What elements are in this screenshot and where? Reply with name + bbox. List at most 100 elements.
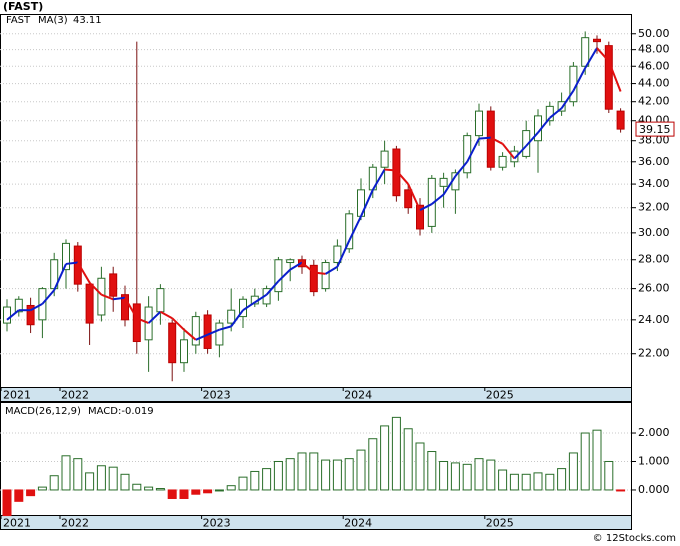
legend-value: MACD:-0.019 xyxy=(88,406,154,417)
y-tick-label: 48.00 xyxy=(638,43,670,56)
x-tick-label: 2024 xyxy=(344,389,372,402)
y-tick-label: 36.00 xyxy=(638,155,670,168)
candle-body xyxy=(73,245,82,285)
macd-bar xyxy=(273,460,283,491)
ma-line xyxy=(41,289,55,305)
candle-body xyxy=(109,273,118,297)
ma-line xyxy=(407,183,421,211)
ma-line xyxy=(242,301,256,312)
legend-ma-value: 43.11 xyxy=(73,15,102,26)
ma-line xyxy=(442,175,457,196)
ma-line xyxy=(454,161,468,177)
ma-line xyxy=(265,280,280,296)
ma-line xyxy=(537,117,551,134)
x-tick-label: 2025 xyxy=(486,389,514,402)
macd-bar xyxy=(545,473,555,491)
macd-bar xyxy=(533,472,543,491)
macd-bar xyxy=(309,452,319,491)
ma-line xyxy=(277,268,291,282)
candle-body xyxy=(227,309,236,324)
y-tick-label: 2.000 xyxy=(638,426,670,439)
x-tick-label: 2024 xyxy=(344,517,372,530)
candle-body xyxy=(416,204,424,230)
macd-bar xyxy=(285,458,295,491)
ma-line xyxy=(549,107,563,119)
candle-body xyxy=(498,155,507,168)
macd-bar xyxy=(439,460,449,491)
x-axis-band xyxy=(0,387,632,402)
macd-bar xyxy=(391,416,401,491)
ma-line xyxy=(30,303,43,312)
candle-body xyxy=(309,264,318,293)
macd-bar xyxy=(250,470,260,491)
macd-bar xyxy=(132,483,142,491)
ma-line xyxy=(395,169,409,185)
ma-line xyxy=(159,310,173,320)
macd-bar xyxy=(155,488,165,491)
candle-body xyxy=(475,110,483,137)
candle-body xyxy=(392,148,401,197)
macd-bar xyxy=(297,452,307,491)
macd-bar xyxy=(356,449,366,491)
ma-line xyxy=(584,47,598,69)
candle-body xyxy=(132,303,141,343)
candle-body xyxy=(616,110,625,130)
y-tick-label: 1.000 xyxy=(638,454,670,467)
y-tick-label: 42.00 xyxy=(638,95,670,108)
ma-line xyxy=(431,193,445,205)
x-tick-label: 2025 xyxy=(486,517,514,530)
y-tick-label: 50.00 xyxy=(638,27,670,40)
macd-bar xyxy=(262,468,272,491)
candle-body xyxy=(463,135,472,174)
legend-name: MACD(26,12,9) xyxy=(5,406,81,417)
candle-body xyxy=(121,294,129,321)
candle-body xyxy=(522,130,531,157)
macd-bar xyxy=(120,473,130,491)
candle-body xyxy=(510,150,519,163)
ma-line xyxy=(230,309,244,327)
x-tick-label: 2022 xyxy=(61,517,89,530)
macd-bar xyxy=(61,455,71,491)
macd-bar xyxy=(2,489,12,517)
candle-body xyxy=(203,314,212,349)
x-tick-label: 2022 xyxy=(61,389,89,402)
y-tick-label: 38.00 xyxy=(638,134,670,147)
macd-bar xyxy=(214,489,224,492)
macd-bar xyxy=(462,463,472,491)
legend-symbol: FAST xyxy=(6,15,31,26)
ma-line xyxy=(466,138,480,163)
candle-body xyxy=(168,322,177,364)
x-axis-band xyxy=(0,515,632,530)
macd-bar xyxy=(144,486,154,491)
chart-title: (FAST) xyxy=(3,0,43,13)
candle-body xyxy=(274,259,283,293)
ma-line xyxy=(596,47,610,62)
macd-bar xyxy=(557,468,567,491)
ma-line xyxy=(195,333,208,341)
y-tick-label: 30.00 xyxy=(638,226,670,239)
ma-line xyxy=(371,168,386,191)
ma-line xyxy=(254,293,268,304)
macd-bar xyxy=(238,476,248,491)
candle-body xyxy=(593,38,601,43)
macd-bar xyxy=(85,472,95,491)
candle-body xyxy=(14,298,23,313)
ma-line xyxy=(478,136,491,140)
y-tick-label: 32.00 xyxy=(638,201,670,214)
macd-bar xyxy=(14,489,24,502)
macd-bar xyxy=(568,452,578,491)
macd-bar xyxy=(226,485,236,491)
ma-line xyxy=(65,261,78,265)
candle-body xyxy=(191,316,200,346)
x-tick-label: 2021 xyxy=(3,517,31,530)
ma-line xyxy=(501,143,516,160)
ma-line xyxy=(572,67,587,92)
macd-bar xyxy=(498,469,508,491)
macd-bar xyxy=(49,475,59,491)
ma-line xyxy=(490,136,504,145)
ma-line xyxy=(101,293,114,301)
ma-line xyxy=(136,317,149,325)
candle-body xyxy=(286,259,295,264)
x-tick-label: 2023 xyxy=(203,517,231,530)
